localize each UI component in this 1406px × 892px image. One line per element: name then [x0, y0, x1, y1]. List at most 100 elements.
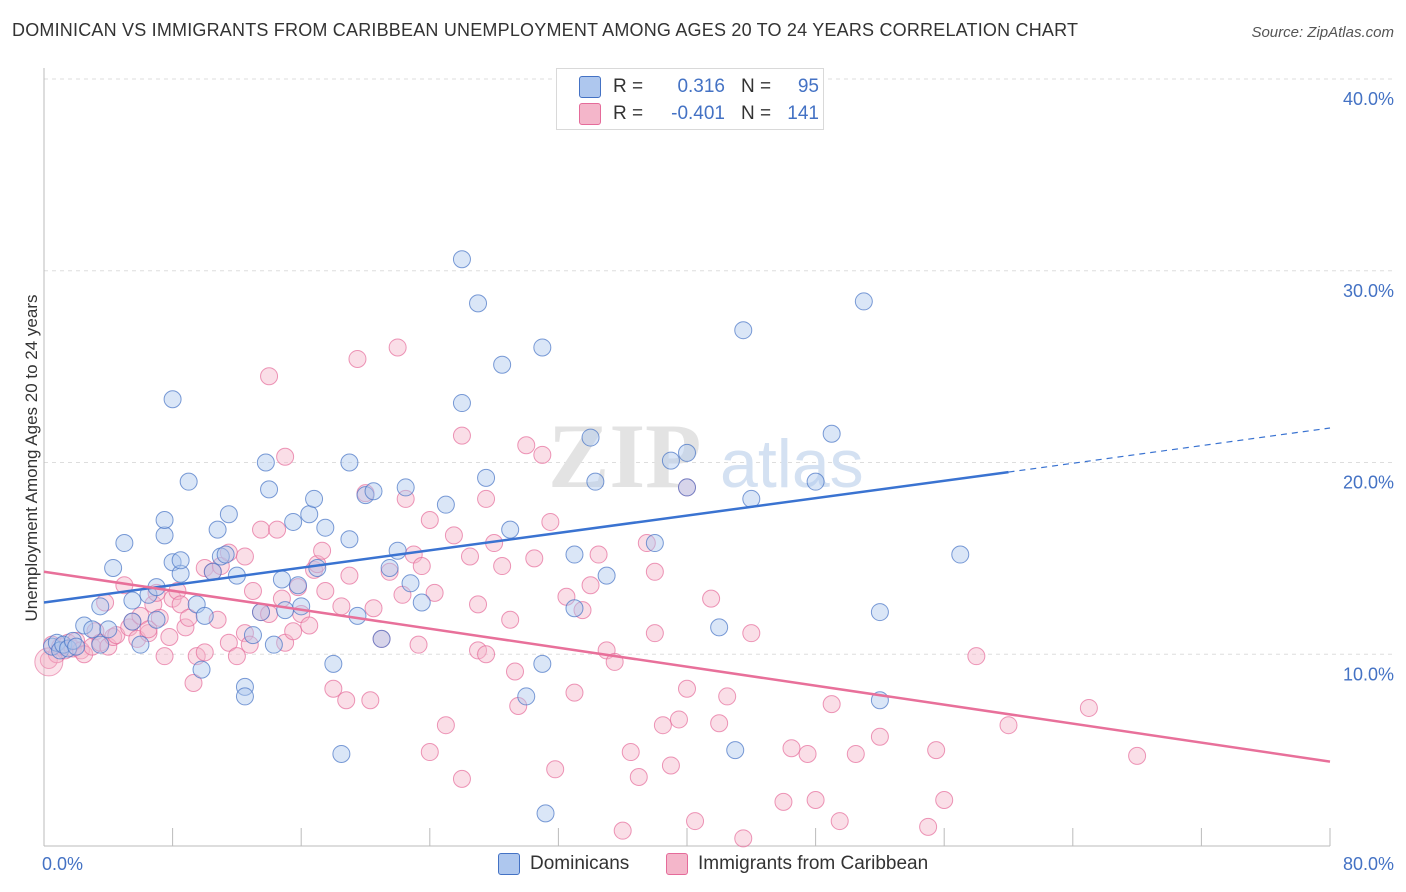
dominicans-point — [235, 677, 254, 696]
dominicans-point — [533, 654, 552, 673]
immigrants-point — [243, 581, 262, 600]
legend-item-dominicans[interactable]: Dominicans — [498, 852, 629, 876]
dominicans-point — [155, 511, 174, 530]
dominicans-point — [597, 566, 616, 585]
dominicans-point — [533, 338, 552, 357]
dominicans-point — [272, 570, 291, 589]
immigrants-point — [268, 520, 287, 539]
immigrants-point — [645, 562, 664, 581]
immigrants-point — [420, 743, 439, 762]
dominicans-point — [219, 505, 238, 524]
immigrants-point — [501, 610, 520, 629]
x-tick-label: 80.0% — [1343, 854, 1394, 874]
n-label: N = — [741, 76, 772, 97]
dominicans-point — [115, 534, 134, 553]
immigrants-point — [460, 547, 479, 566]
immigrants-point — [409, 635, 428, 654]
immigrants-point — [927, 741, 946, 760]
immigrants-point — [967, 647, 986, 666]
dominicans-point — [235, 687, 254, 706]
dominicans-point — [364, 482, 383, 501]
n-label: N = — [741, 103, 772, 124]
dominicans-point — [171, 551, 190, 570]
immigrants-trend-line — [43, 570, 1331, 763]
dominicans-point — [436, 495, 455, 514]
dominicans-point — [208, 520, 227, 539]
immigrants-point — [517, 436, 536, 455]
immigrants-point — [678, 679, 696, 698]
dominicans-point — [300, 505, 319, 524]
y-tick-label: 20.0% — [1343, 473, 1394, 493]
immigrants-point — [806, 790, 825, 809]
immigrants-point — [533, 445, 552, 464]
immigrants-point — [324, 679, 343, 698]
immigrants-point — [846, 744, 865, 763]
immigrants-point — [420, 511, 439, 530]
dominicans-point — [324, 654, 343, 673]
watermark-zip: ZIP — [548, 405, 701, 507]
immigrants-point — [669, 710, 688, 729]
immigrants-point — [452, 769, 471, 788]
dominicans-point — [678, 443, 696, 462]
immigrants-point — [870, 727, 889, 746]
dominicans-point — [195, 606, 214, 625]
dominicans-point — [243, 626, 262, 645]
legend-label: Dominicans — [530, 853, 630, 874]
immigrants-point — [444, 526, 463, 545]
y-tick-label: 10.0% — [1343, 664, 1394, 684]
dominicans-point — [123, 591, 142, 610]
immigrants-point — [477, 645, 496, 664]
n-value: 95 — [797, 76, 819, 97]
dominicans-point — [91, 635, 110, 654]
immigrants-point — [621, 743, 640, 762]
r-label: R = — [613, 103, 644, 124]
dominicans-point — [396, 478, 415, 497]
r-label: R = — [613, 76, 644, 97]
dominicans-point — [469, 294, 488, 313]
dominicans-point — [645, 534, 664, 553]
dominicans-trend-extension — [1008, 427, 1331, 473]
dominicans-point — [305, 489, 324, 508]
immigrants-point — [830, 812, 849, 831]
immigrants-point — [361, 691, 380, 710]
dominicans-point — [822, 424, 841, 443]
dominicans-point — [83, 620, 102, 639]
immigrants-point — [1079, 698, 1098, 717]
immigrants-point — [798, 744, 817, 763]
source-label: Source: ZipAtlas.com — [1251, 24, 1394, 41]
x-tick-label: 0.0% — [42, 854, 83, 874]
series-immigrants-points — [34, 338, 1147, 848]
immigrants-point — [240, 635, 259, 654]
immigrants-point — [742, 624, 761, 643]
dominicans-point — [710, 618, 729, 637]
immigrants-point — [1128, 746, 1147, 765]
dominicans-point — [292, 597, 311, 616]
immigrants-point — [313, 541, 332, 560]
dominicans-point — [216, 545, 235, 564]
immigrants-point — [337, 691, 356, 710]
dominicans-point — [401, 574, 420, 593]
immigrants-point — [235, 547, 254, 566]
legend-item-immigrants[interactable]: Immigrants from Caribbean — [666, 852, 928, 876]
dominicans-point — [340, 453, 359, 472]
dominicans-point — [104, 558, 123, 577]
immigrants-point — [150, 608, 169, 627]
immigrants-point — [565, 683, 584, 702]
dominicans-point — [870, 603, 889, 622]
trend-lines — [43, 427, 1331, 763]
immigrants-point — [412, 557, 431, 576]
dominicans-point — [171, 564, 190, 583]
dominicans-point — [316, 518, 335, 537]
y-axis-title: Unemployment Among Ages 20 to 24 years — [22, 295, 41, 622]
immigrants-point — [718, 687, 737, 706]
dominicans-point — [155, 526, 174, 545]
immigrants-point — [613, 821, 632, 840]
immigrants-point — [155, 647, 174, 666]
watermark-atlas: atlas — [720, 426, 864, 502]
immigrants-point — [260, 367, 279, 386]
dominicans-point — [147, 610, 166, 629]
dominicans-point — [163, 390, 182, 409]
dominicans-point — [477, 468, 496, 487]
dominicans-point — [536, 804, 555, 823]
